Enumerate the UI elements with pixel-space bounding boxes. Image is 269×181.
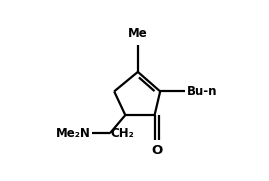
Text: Me₂N: Me₂N (56, 127, 91, 140)
Text: Bu-n: Bu-n (187, 85, 218, 98)
Text: Me: Me (128, 27, 148, 40)
Text: O: O (151, 144, 162, 157)
Text: CH₂: CH₂ (111, 127, 134, 140)
